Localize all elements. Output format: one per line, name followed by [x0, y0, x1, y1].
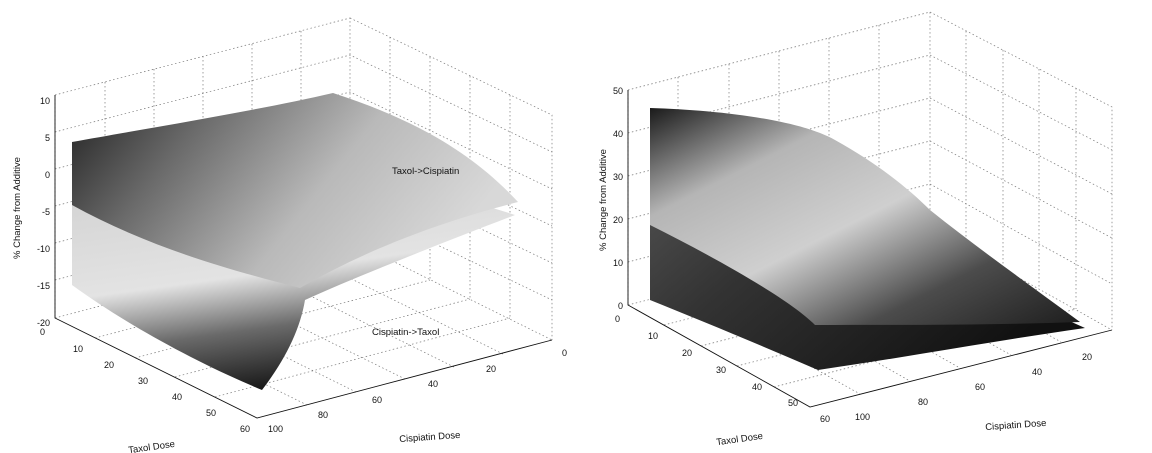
y-tick-label: 40 [428, 379, 438, 389]
x-tick-label: 30 [138, 376, 148, 386]
annotation-taxol-cispiatin: Taxol->Cispiatin [392, 166, 459, 177]
z-tick-label: 40 [613, 129, 623, 139]
x-tick-label: 40 [172, 392, 182, 402]
z-tick-label: -20 [37, 318, 50, 328]
y-ticks-right: 100 80 60 40 20 [855, 352, 1092, 422]
axes-right [627, 90, 1113, 408]
z-tick-label: 10 [613, 258, 623, 268]
y-tick-label: 20 [1082, 352, 1092, 362]
y-axis-label: Cispiatin Dose [399, 430, 461, 445]
z-tick-label: 0 [618, 301, 623, 311]
y-tick-label: 0 [562, 348, 567, 358]
x-tick-label: 50 [206, 408, 216, 418]
z-tick-label: 50 [613, 86, 623, 96]
x-tick-label: 60 [240, 424, 250, 434]
axes-left [54, 95, 553, 419]
x-tick-label: 40 [752, 382, 762, 392]
x-ticks-right: 0 10 20 30 40 50 60 [615, 314, 830, 424]
z-tick-label: -10 [37, 244, 50, 254]
x-tick-label: 20 [104, 360, 114, 370]
y-tick-label: 100 [855, 412, 870, 422]
x-tick-label: 30 [716, 365, 726, 375]
y-tick-label: 40 [1032, 367, 1042, 377]
x-axis-label: Taxol Dose [716, 431, 764, 448]
surface-taxol-cispiatin [72, 93, 518, 288]
y-axis-label: Cispiatin Dose [985, 418, 1047, 433]
x-tick-label: 0 [615, 314, 620, 324]
annotation-cispiatin-taxol: Cispiatin->Taxol [372, 327, 439, 338]
z-tick-label: -5 [42, 207, 50, 217]
z-tick-label: -15 [37, 281, 50, 291]
x-tick-label: 10 [648, 331, 658, 341]
x-tick-label: 50 [788, 398, 798, 408]
chart-left: 10 5 0 -5 -10 -15 -20 0 10 20 30 40 50 6… [12, 17, 567, 453]
z-tick-label: 5 [45, 133, 50, 143]
x-tick-label: 20 [682, 348, 692, 358]
x-tick-label: 60 [820, 414, 830, 424]
y-tick-label: 100 [268, 424, 283, 434]
x-tick-label: 0 [40, 327, 45, 337]
y-tick-label: 60 [372, 395, 382, 405]
y-tick-label: 20 [486, 364, 496, 374]
z-ticks-right: 50 40 30 20 10 0 [613, 86, 623, 311]
chart-right: 50 40 30 20 10 0 0 10 20 30 40 50 60 100… [598, 11, 1113, 448]
z-tick-label: 0 [45, 170, 50, 180]
surface-upper [650, 108, 1080, 325]
z-ticks-left: 10 5 0 -5 -10 -15 -20 [37, 96, 50, 328]
x-tick-label: 10 [73, 344, 83, 354]
y-tick-label: 80 [318, 410, 328, 420]
z-tick-label: 10 [40, 96, 50, 106]
z-tick-label: 30 [613, 172, 623, 182]
y-tick-label: 60 [975, 382, 985, 392]
x-axis-label: Taxol Dose [128, 439, 176, 453]
y-ticks-left: 100 80 60 40 20 0 [268, 348, 567, 434]
z-axis-label: % Change from Additive [12, 157, 23, 259]
x-ticks-left: 0 10 20 30 40 50 60 [40, 327, 250, 434]
z-axis-label: % Change from Additive [598, 149, 609, 251]
z-tick-label: 20 [613, 215, 623, 225]
y-tick-label: 80 [918, 397, 928, 407]
